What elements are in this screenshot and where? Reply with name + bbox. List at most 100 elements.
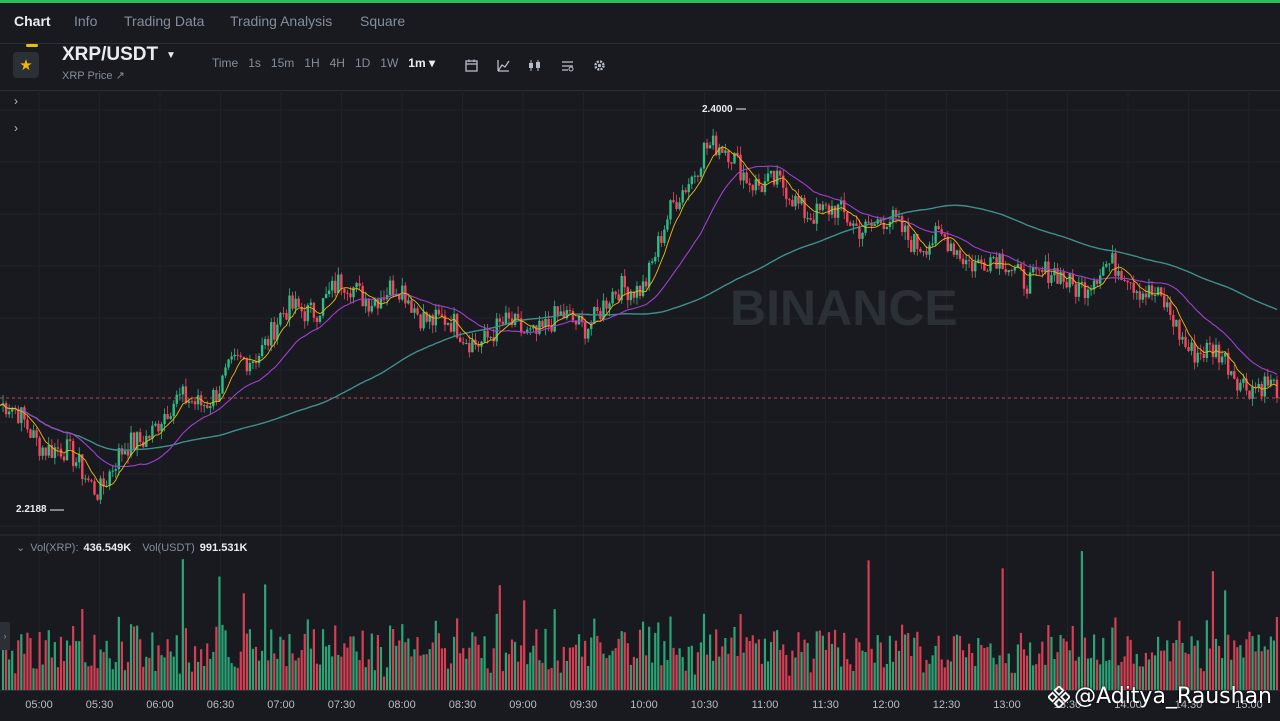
volume-bar: [324, 646, 328, 690]
volume-bar: [358, 660, 361, 690]
volume-bar: [416, 637, 419, 690]
candle-body: [1111, 253, 1114, 264]
candle-body: [230, 356, 233, 360]
candle-body: [733, 152, 736, 164]
tab-square[interactable]: Square: [360, 13, 406, 29]
candle-body: [209, 406, 212, 409]
candle-body: [1144, 293, 1148, 298]
candle-body: [702, 142, 706, 169]
candle-body: [654, 256, 657, 262]
interval-1m[interactable]: 1m ▾: [408, 56, 435, 70]
volume-bar: [812, 658, 815, 690]
candle-body: [736, 152, 739, 155]
candle-body: [687, 184, 690, 193]
tab-info[interactable]: Info: [74, 13, 98, 29]
candle-body: [330, 280, 334, 291]
chevron-right-icon[interactable]: ›: [14, 94, 18, 108]
candle-body: [1196, 352, 1199, 363]
candle-body: [684, 190, 687, 193]
candle-body: [894, 209, 898, 217]
candle-body: [1245, 378, 1248, 391]
volume-bar: [267, 660, 270, 690]
candle-body: [300, 306, 303, 312]
interval-4h[interactable]: 4H: [329, 56, 345, 70]
pair-selector[interactable]: XRP/USDT: [62, 44, 159, 65]
candle-body: [199, 395, 203, 406]
volume-bar: [321, 629, 325, 690]
interval-1w[interactable]: 1W: [380, 56, 399, 70]
drawing-icon[interactable]: [494, 56, 512, 74]
volume-bar: [803, 639, 806, 690]
candle-body: [1044, 261, 1047, 273]
tab-chart[interactable]: Chart: [14, 13, 51, 29]
volume-bar: [1147, 659, 1151, 690]
chevron-right-icon[interactable]: ›: [14, 121, 18, 135]
candle-body: [1047, 261, 1050, 283]
volume-bar: [590, 637, 593, 690]
candle-body: [910, 239, 913, 253]
volume-bar: [1105, 661, 1108, 690]
chevron-right-icon[interactable]: ›: [0, 622, 10, 650]
volume-bar: [797, 632, 800, 690]
candle-body: [123, 451, 127, 455]
interval-1d[interactable]: 1D: [354, 56, 371, 70]
candle-body: [334, 280, 337, 293]
candle-body: [590, 323, 593, 329]
candle-body: [361, 285, 364, 307]
tab-trading-analysis[interactable]: Trading Analysis: [230, 13, 333, 29]
candle-body: [212, 389, 215, 407]
price-chart[interactable]: BINANCE: [0, 90, 1280, 690]
candle-type-icon[interactable]: [526, 56, 544, 74]
favorite-star-icon[interactable]: ★: [13, 52, 39, 78]
interval-15m[interactable]: 15m: [270, 56, 295, 70]
volume-bar: [669, 616, 672, 690]
candle-body: [1230, 371, 1233, 375]
interval-1h[interactable]: 1H: [304, 56, 320, 70]
volume-bar: [489, 672, 492, 690]
candle-body: [26, 419, 29, 430]
candle-body: [184, 386, 188, 403]
volume-bar: [629, 664, 632, 690]
chevron-down-icon[interactable]: ⌄: [16, 542, 26, 554]
interval-1s[interactable]: 1s: [248, 56, 261, 70]
candle-body: [59, 448, 63, 457]
interval-time[interactable]: Time: [212, 56, 239, 70]
volume-bar: [1044, 664, 1047, 690]
volume-bar: [1269, 636, 1272, 690]
volume-bar: [1205, 620, 1208, 690]
candle-body: [248, 363, 252, 372]
time-tick-label: 08:30: [448, 699, 477, 711]
candle-body: [504, 312, 508, 324]
volume-bar: [705, 654, 709, 690]
ma-fast-line: [0, 146, 1278, 488]
candle-body: [580, 315, 584, 322]
volume-bar: [644, 655, 648, 690]
calendar-icon[interactable]: [462, 56, 480, 74]
volume-bar: [282, 639, 285, 690]
volume-bar: [1114, 617, 1117, 690]
candle-body: [138, 432, 142, 442]
price-link[interactable]: XRP Price ↗: [62, 70, 125, 82]
high-price-label: 2.4000: [702, 104, 733, 115]
volume-bar: [443, 648, 447, 690]
volume-bar: [614, 648, 617, 690]
volume-bar: [68, 645, 72, 690]
volume-bar: [288, 634, 291, 690]
volume-bar: [41, 664, 44, 690]
volume-bar: [693, 674, 696, 690]
volume-bar: [53, 642, 56, 690]
candle-body: [81, 454, 84, 480]
volume-bar: [995, 664, 998, 690]
candle-body: [56, 447, 60, 449]
tab-trading-data[interactable]: Trading Data: [124, 13, 205, 29]
settings-icon[interactable]: [590, 56, 608, 74]
candle-body: [236, 354, 239, 356]
indicator-icon[interactable]: [558, 56, 576, 74]
volume-bar: [513, 641, 517, 690]
chevron-down-icon[interactable]: ▼: [166, 50, 176, 61]
volume-bar: [1169, 661, 1172, 690]
candle-body: [111, 470, 114, 472]
volume-bar: [117, 616, 120, 690]
volume-bar: [815, 631, 818, 690]
candle-body: [327, 290, 331, 295]
